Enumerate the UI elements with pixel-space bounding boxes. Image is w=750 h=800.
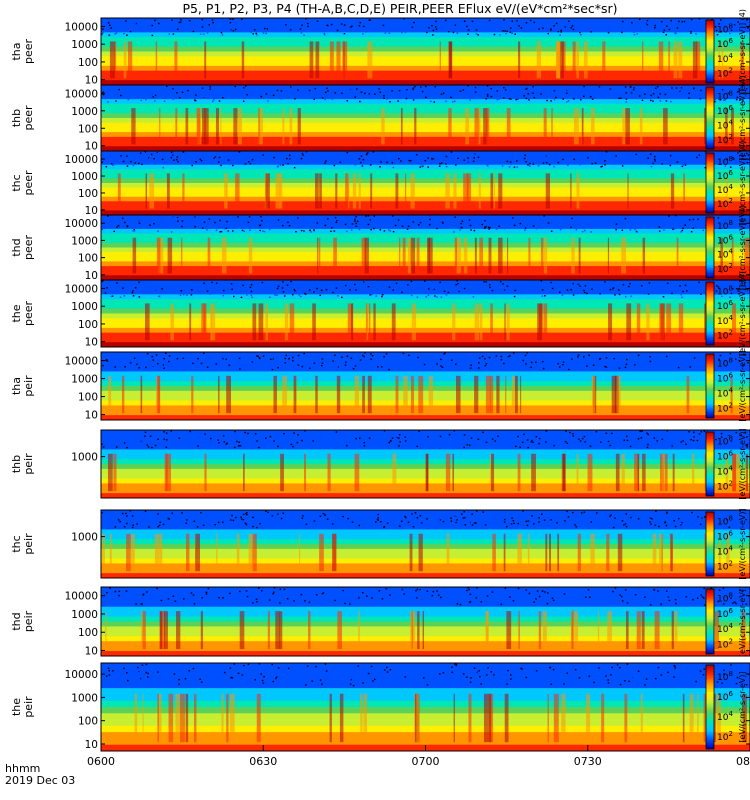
y-tick-label: 1000 [71,106,98,118]
y-tick-label: 10 [85,739,98,751]
x-label-hhmm: hhmm [5,762,40,775]
y-tick-label: 10000 [65,88,98,100]
y-tick-label: 10000 [65,283,98,295]
y-axis-label: thb [10,455,23,473]
colorbar-label: [eV/(cm²-s-sr-eV)] [738,508,747,579]
x-tick-label: 0600 [87,755,115,768]
y-tick-label: 100 [78,392,98,404]
y-tick-label: 1000 [71,171,98,183]
colorbar-label: [eV/(cm²-s-sr-eV)] (4) [738,75,747,160]
y-tick-label: 10 [85,205,98,217]
colorbar-label: [eV/(cm²-s-sr-eV)] (4) [738,205,747,290]
y-axis-label: thc [10,535,23,552]
panel-tha-peir: 10000 1000 100 10 tha peir [10,351,750,422]
x-tick-label: 0730 [574,755,602,768]
colorbar-label: [eV/(cm²-s-sr-eV)] (4) [738,9,747,94]
y-axis-label: peir [22,453,35,475]
y-tick-label: 1000 [71,374,98,386]
panel-thb-peer: 10000 1000 100 10 thb peer [10,84,750,153]
panel-tha-peer: 10000 1000 100 10 tha peer [10,17,750,87]
x-axis: 0600 0630 0700 0730 0800 [87,745,750,768]
chart-title: P5, P1, P2, P3, P4 (TH-A,B,C,D,E) PEIR,P… [182,1,617,16]
y-tick-label: 10 [85,141,98,153]
y-axis-label: the [10,304,23,322]
y-tick-label: 10000 [65,591,98,603]
y-tick-label: 10 [85,337,98,349]
y-tick-label: 1000 [71,301,98,313]
y-tick-label: 10 [85,75,98,87]
y-tick-label: 10000 [65,21,98,33]
panel-thc-peer: 10000 1000 100 10 thc peer [10,150,750,217]
y-tick-label: 10000 [65,218,98,230]
y-tick-label: 1000 [71,452,98,464]
y-axis-label: peer [22,235,35,261]
y-axis-label: peir [22,696,35,718]
y-tick-label: 10000 [65,669,98,681]
y-tick-label: 100 [78,627,98,639]
y-tick-label: 100 [78,716,98,728]
y-axis-label: peer [22,105,35,131]
y-axis-label: peir [22,375,35,397]
y-axis-label: tha [10,377,23,395]
y-axis-label: tha [10,42,23,60]
y-tick-label: 1000 [71,532,98,544]
y-tick-label: 100 [78,188,98,200]
y-tick-label: 1000 [71,235,98,247]
colorbar-label: [eV/(cm²-s-sr-eV)] [738,350,747,421]
panel-thb-peir: 1000 thb peir [10,429,750,499]
y-axis-label: the [10,698,23,716]
y-axis-label: thb [10,109,23,127]
x-label-date: 2019 Dec 03 [5,774,75,787]
panel-thd-peir: 10000 1000 100 10 thd peir [10,586,750,658]
y-tick-label: 100 [78,57,98,69]
y-axis-label: thd [10,238,23,256]
x-tick-label: 0800 [736,755,750,768]
y-axis-label: peir [22,533,35,555]
x-tick-label: 0700 [412,755,440,768]
y-tick-label: 100 [78,319,98,331]
y-tick-label: 100 [78,123,98,135]
y-axis-label: peer [22,301,35,327]
panel-thd-peer: 10000 1000 100 10 thd peer [10,214,750,282]
y-tick-label: 10 [85,410,98,422]
y-axis-label: peer [22,170,35,196]
colorbar-label: [eV/(cm²-s-sr-eV)] (4) [738,140,747,225]
y-tick-label: 10 [85,270,98,282]
y-axis-label: peir [22,610,35,632]
y-axis-label: thd [10,612,23,630]
x-tick-label: 0630 [249,755,277,768]
y-tick-label: 1000 [71,692,98,704]
y-tick-label: 10000 [65,356,98,368]
y-tick-label: 1000 [71,39,98,51]
panel-thc-peir: 1000 thc peir [10,509,750,579]
colorbar-label: [eV/(cm²-s-sr-eV)] [738,671,747,742]
colorbar-label: [eV/(cm²-s-sr-eV)] [738,586,747,657]
y-axis-label: peer [22,39,35,65]
y-tick-label: 100 [78,253,98,265]
colorbar-label: [eV/(cm²-s-sr-eV)] (4) [738,271,747,356]
panel-the-peer: 10000 1000 100 10 the peer [10,279,750,349]
y-tick-label: 1000 [71,609,98,621]
y-axis-label: thc [10,174,23,191]
colorbar-label: [eV/(cm²-s-sr-eV)] [738,428,747,499]
y-tick-label: 10000 [65,154,98,166]
panel-the-peir: 10000 1000 100 10 the peir [10,662,750,752]
y-tick-label: 10 [85,646,98,658]
